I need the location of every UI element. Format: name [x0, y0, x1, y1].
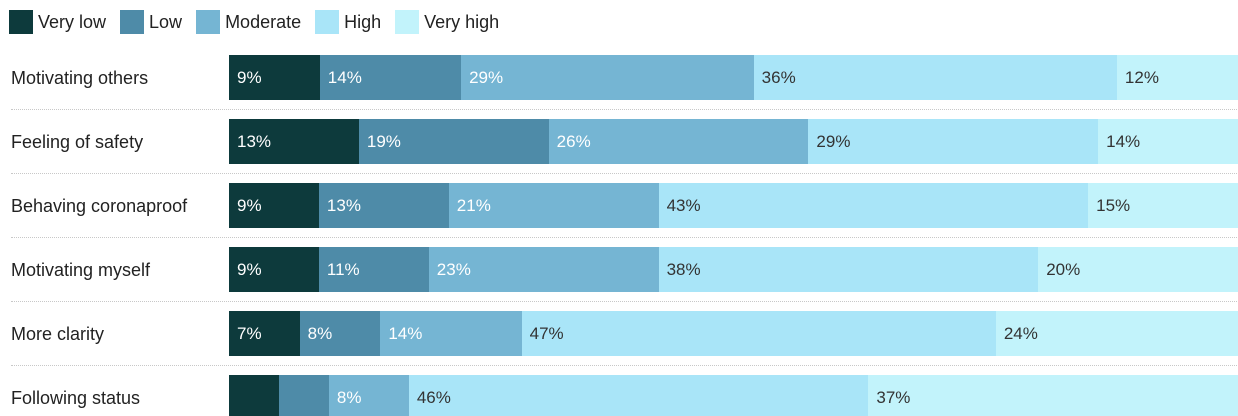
bar-segment: 14% [319, 55, 462, 100]
bar-segment: 8% [328, 375, 409, 416]
bar-segment: 38% [658, 247, 1039, 292]
row-divider [11, 301, 1237, 302]
data-label: 20% [1046, 260, 1081, 279]
data-label: 9% [237, 68, 262, 87]
legend-label: Moderate [225, 12, 302, 32]
data-label: 14% [327, 68, 362, 87]
data-label: 23% [436, 260, 471, 279]
bar-segment: 19% [358, 119, 549, 164]
data-label: 8% [307, 324, 333, 343]
row-divider [11, 365, 1237, 366]
legend-swatch [315, 10, 340, 34]
stacked-bar: 7% 8% 14% 47% 24% [229, 311, 1238, 356]
bar-segment: 9% [229, 247, 319, 292]
data-label: 26% [556, 132, 591, 151]
bar-segment: 29% [461, 55, 754, 100]
bar-segment: 23% [428, 247, 659, 292]
legend-swatch [395, 10, 420, 34]
bar-segment: 9% [229, 55, 320, 100]
legend-swatch [196, 10, 221, 34]
bar-segment: 46% [408, 375, 869, 416]
legend-label: Very low [38, 12, 107, 32]
legend-item: Moderate [196, 10, 301, 34]
bar-segment [229, 375, 279, 416]
data-label: 8% [336, 388, 362, 407]
bar-segment: 14% [380, 311, 522, 356]
legend: Very low Low Moderate High Very high [9, 10, 513, 34]
legend-item: Low [120, 10, 182, 34]
row-divider [11, 237, 1237, 238]
bar-segment: 14% [1098, 119, 1238, 164]
data-label: 15% [1096, 196, 1131, 215]
category-label: More clarity [11, 323, 105, 344]
category-label: Behaving coronaproof [11, 195, 188, 216]
data-label: 14% [1106, 132, 1141, 151]
data-label: 43% [666, 196, 701, 215]
bar-segment: 15% [1088, 183, 1238, 228]
bar-segment: 8% [299, 311, 381, 356]
data-label: 13% [326, 196, 361, 215]
bar-segment: 24% [995, 311, 1238, 356]
data-label: 29% [816, 132, 851, 151]
legend-item: Very low [9, 10, 106, 34]
legend-swatch [9, 10, 33, 34]
data-label: 47% [529, 324, 564, 343]
bar-segment: 26% [548, 119, 809, 164]
data-label: 38% [666, 260, 701, 279]
stacked-bar: 9% 13% 21% 43% 15% [229, 183, 1238, 228]
bar-segment: 11% [318, 247, 429, 292]
bar-segment: 13% [229, 119, 359, 164]
bar-segment: 12% [1116, 55, 1238, 100]
stacked-bar: 9% 11% 23% 38% 20% [229, 247, 1238, 292]
bar-segment: 20% [1038, 247, 1238, 292]
data-label: 7% [237, 324, 262, 343]
stacked-bar: 13% 19% 26% 29% 14% [229, 119, 1238, 164]
stacked-bar: 9% 14% 29% 36% 12% [229, 55, 1238, 100]
category-label: Motivating myself [11, 259, 151, 280]
data-label: 13% [237, 132, 272, 151]
bar-segment: 36% [753, 55, 1117, 100]
legend-swatch [120, 10, 145, 34]
data-label: 29% [469, 68, 504, 87]
bar-segment: 47% [521, 311, 996, 356]
bar-segment [278, 375, 329, 416]
legend-item: Very high [395, 10, 499, 34]
data-label: 14% [388, 324, 423, 343]
row-divider [11, 173, 1237, 174]
bar-segment: 29% [808, 119, 1099, 164]
data-label: 9% [237, 260, 262, 279]
bar-segment: 7% [229, 311, 300, 356]
row-divider [11, 109, 1237, 110]
data-label: 11% [326, 260, 360, 279]
legend-label: Very high [424, 12, 500, 32]
bar-segment: 37% [868, 375, 1238, 416]
data-label: 19% [366, 132, 401, 151]
bar-segment: 13% [318, 183, 449, 228]
legend-label: High [344, 12, 382, 32]
category-label: Following status [11, 387, 141, 408]
bar-segment: 21% [448, 183, 659, 228]
data-label: 24% [1003, 324, 1038, 343]
bar-segment: 9% [229, 183, 319, 228]
data-label: 36% [761, 68, 796, 87]
category-label: Feeling of safety [11, 131, 144, 152]
data-label: 21% [456, 196, 491, 215]
bar-segment: 43% [658, 183, 1089, 228]
legend-label: Low [149, 12, 183, 32]
data-label: 12% [1124, 68, 1159, 87]
legend-item: High [315, 10, 381, 34]
data-label: 37% [876, 388, 911, 407]
data-label: 46% [416, 388, 451, 407]
stacked-bar: 8% 46% 37% [229, 375, 1238, 416]
data-label: 9% [237, 196, 262, 215]
category-label: Motivating others [11, 67, 149, 88]
